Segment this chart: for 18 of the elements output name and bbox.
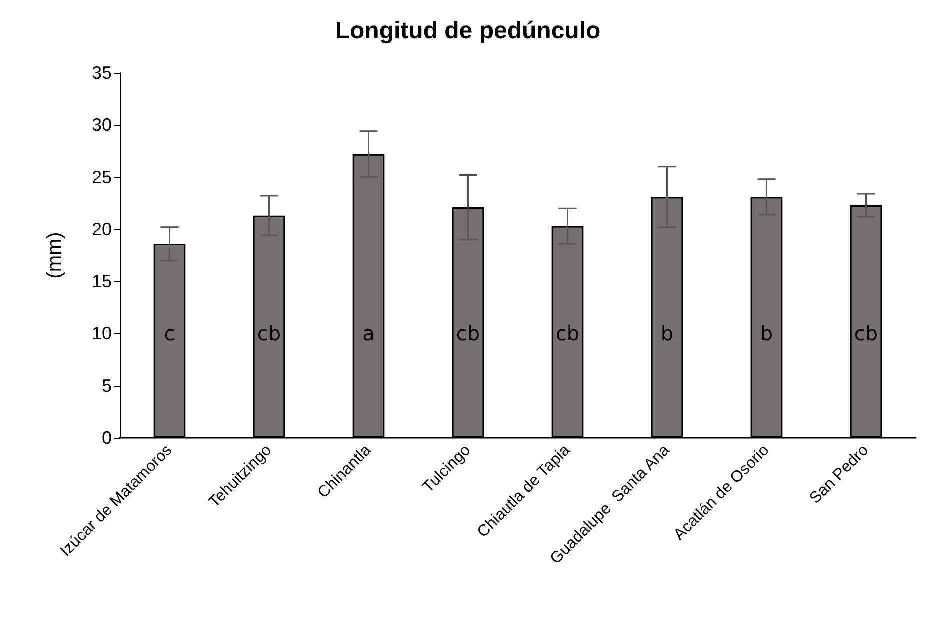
y-tick-label: 25 [92,167,112,188]
y-tick-label: 0 [102,428,112,448]
chart-title: Longitud de pedúnculo [335,18,601,44]
annotation: cb [556,322,580,346]
y-tick-label: 35 [92,63,112,83]
y-tick-label: 10 [92,324,112,344]
annotation: b [760,322,774,346]
annotation: cb [257,322,282,346]
y-axis-title: (mm) [44,232,66,279]
annotation: c [164,322,176,346]
y-tick-label: 15 [92,272,112,292]
y-tick-label: 20 [92,219,112,240]
annotation: cb [456,322,480,346]
annotation: b [660,322,674,346]
annotation: a [362,322,375,346]
annotation: cb [854,322,878,346]
y-tick-label: 30 [92,115,112,136]
y-tick-label: 5 [102,376,112,396]
